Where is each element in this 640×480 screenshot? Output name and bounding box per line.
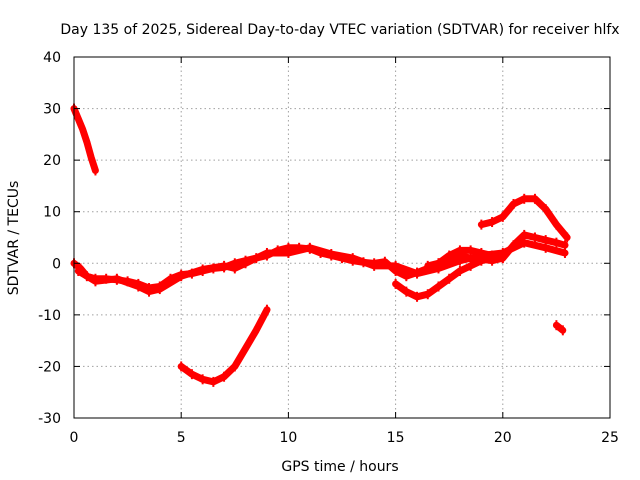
x-tick-label: 5	[177, 430, 186, 446]
data-layer	[70, 103, 571, 387]
plot-frame	[73, 56, 611, 419]
series-trace-sat-h	[552, 321, 567, 334]
x-tick-label: 25	[601, 430, 619, 446]
x-tick-label: 0	[70, 430, 79, 446]
x-axis-label: GPS time / hours	[281, 459, 398, 475]
x-tick-label: 15	[387, 430, 405, 446]
y-tick-label: -30	[38, 411, 61, 427]
series-trace-sat-c	[74, 239, 569, 296]
x-tick-label: 20	[494, 430, 512, 446]
axis-ticks: 0 5 10 15 20 25 -30 -20 -10 0 10 20 30 40	[38, 50, 619, 446]
y-tick-label: -10	[38, 308, 61, 324]
series-trace-sat-d	[392, 254, 496, 301]
x-tick-label: 10	[279, 430, 297, 446]
y-tick-label: 10	[43, 205, 61, 221]
y-tick-label: -20	[38, 359, 61, 375]
y-axis-label: SDTVAR / TECUs	[6, 181, 22, 296]
y-tick-label: 20	[43, 153, 61, 169]
y-tick-label: 30	[43, 102, 61, 118]
y-tick-label: 0	[52, 256, 61, 272]
chart-title: Day 135 of 2025, Sidereal Day-to-day VTE…	[60, 22, 619, 38]
series-trace-sat-e	[424, 246, 507, 270]
grid-lines	[74, 57, 610, 418]
y-tick-label: 40	[43, 50, 61, 66]
